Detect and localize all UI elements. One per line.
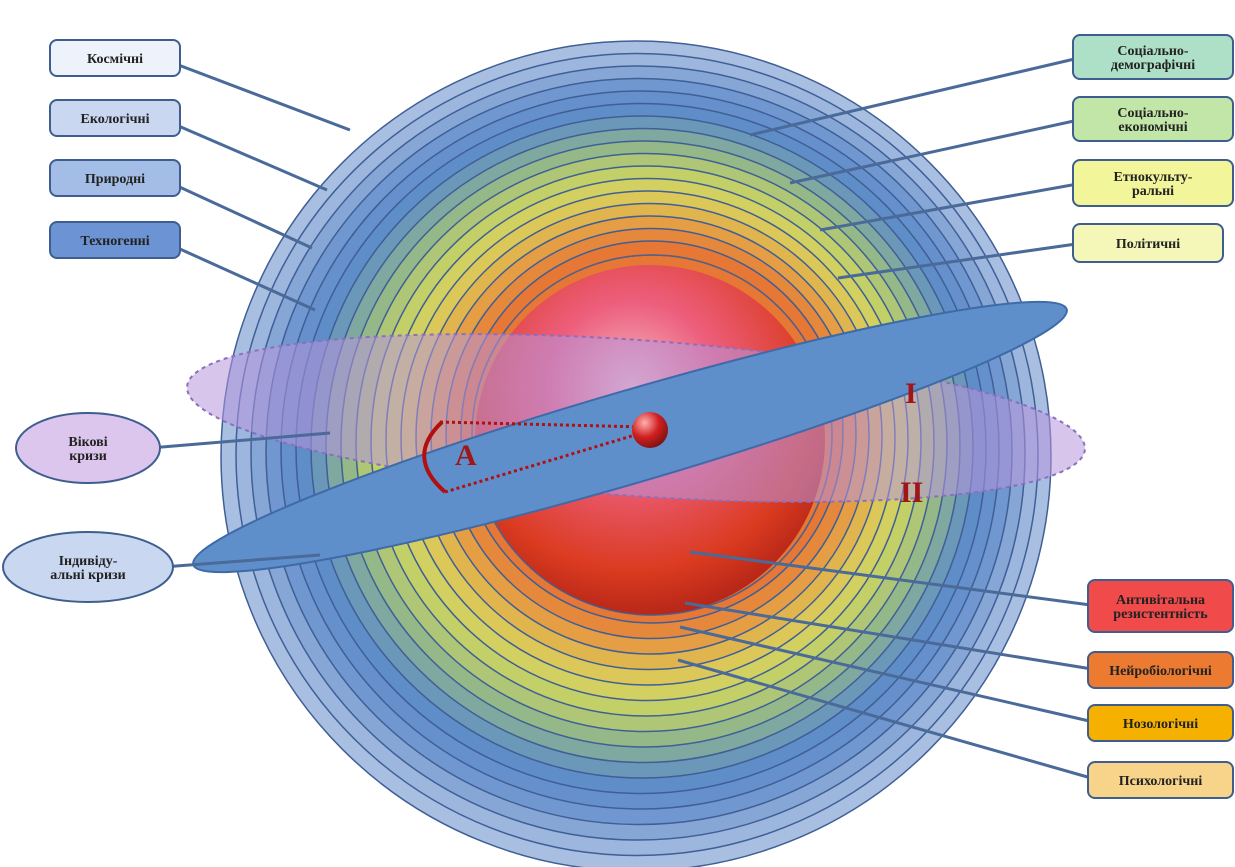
label-box [49,99,181,137]
label-group: Космічні Екологічні Природні Техногенні Соці… [2,34,1234,799]
callout-line [819,181,1084,232]
angle-line [444,430,646,494]
label-oval [2,531,174,603]
label-box [1087,704,1234,742]
label-box [1072,34,1234,80]
angle-label: A [455,439,477,472]
angle-line [439,420,646,429]
label-text: ральні [1132,184,1174,199]
label-text: альні кризи [50,568,125,583]
center-ball [632,412,668,448]
label-box [1087,761,1234,799]
plane-mark: I [905,377,917,410]
label-text: Соціально- [1117,44,1189,59]
label-text: економічні [1118,120,1187,135]
callout-line [162,553,321,569]
label-text: резистентність [1113,607,1208,622]
label-text: кризи [69,449,107,464]
label-text: Політичні [1116,237,1180,252]
callout-line [684,601,1099,672]
label-text: Соціально- [1117,106,1189,121]
angle-arc [422,420,447,494]
label-text: Нейробіологічні [1109,664,1212,679]
label-box [1087,651,1234,689]
callout-line [149,431,331,450]
label-text: Нозологічні [1123,717,1198,732]
label-box [1072,223,1224,263]
label-text: Етнокульту- [1114,170,1193,185]
callout-line [159,56,351,132]
label-text: Вікові [68,435,107,450]
label-box [1087,579,1234,633]
label-text: Індивіду- [59,554,118,569]
label-oval [15,412,161,484]
callout-line [159,116,328,192]
label-box [49,221,181,259]
plane-mark: II [900,476,923,509]
label-text: Техногенні [80,234,149,249]
callout-line [789,117,1084,185]
callout-line [837,241,1084,280]
callout-line [689,550,1099,608]
label-text: Природні [85,172,145,187]
label-text: Антивітальна [1116,593,1205,608]
callout-line [749,55,1084,137]
callout-line [677,658,1099,782]
callout-line [159,238,316,312]
label-text: Космічні [87,52,143,67]
label-box [49,159,181,197]
label-text: демографічні [1111,58,1195,73]
callout-line [679,625,1099,725]
label-text: Екологічні [81,112,150,127]
label-text: Психологічні [1119,774,1203,789]
label-box [1072,159,1234,207]
callout-line [159,176,313,250]
label-box [49,39,181,77]
label-box [1072,96,1234,142]
